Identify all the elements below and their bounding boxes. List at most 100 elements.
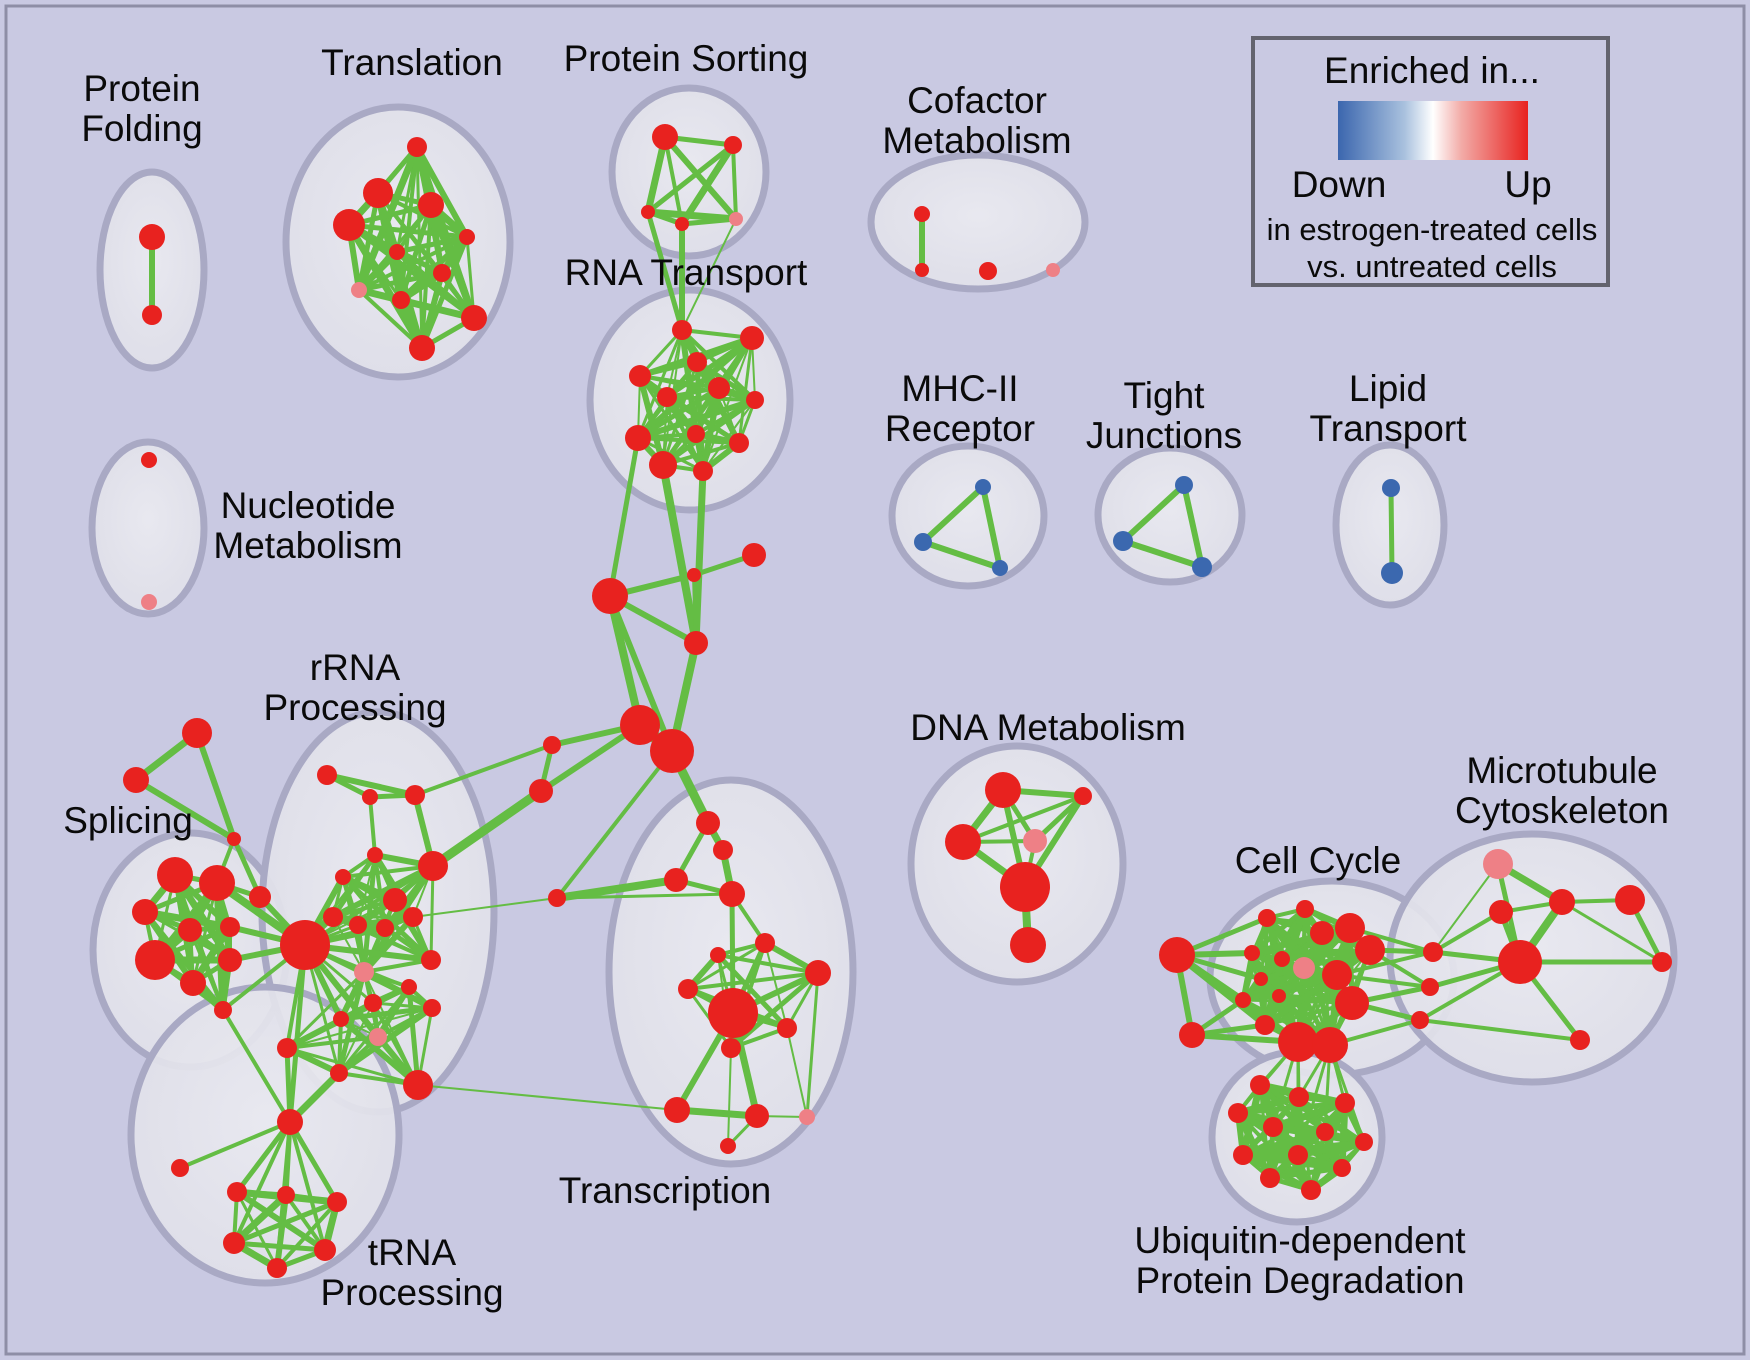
edge-ps2-ps4 — [644, 208, 740, 223]
edge-tj0-tj1 — [1120, 482, 1187, 544]
gene-set-node-mh1 — [914, 533, 932, 551]
gene-set-node-pf1 — [142, 305, 162, 325]
gene-set-node-j1 — [1421, 978, 1439, 996]
gene-set-node-cc5 — [1244, 945, 1260, 961]
gene-set-node-j0 — [1423, 942, 1443, 962]
gene-set-node-tr9 — [777, 1018, 797, 1038]
gene-set-node-n1 — [141, 594, 157, 610]
cluster-label-protein-sorting: Protein Sorting — [564, 38, 809, 79]
gene-set-node-ps0 — [652, 124, 678, 150]
cluster-label-tight-junctions-line2: Junctions — [1086, 415, 1242, 456]
gene-set-node-cc7 — [1293, 957, 1315, 979]
gene-set-node-u5 — [1316, 1123, 1334, 1141]
cluster-ellipse-tight-junctions — [1094, 444, 1246, 586]
gene-set-node-rr21 — [330, 1064, 348, 1082]
gene-set-node-sp2 — [132, 899, 158, 925]
gene-set-node-tr3 — [719, 881, 745, 907]
gene-set-node-d3 — [1023, 829, 1047, 853]
edge-sp8-tnh — [221, 1008, 292, 1124]
edge-tnh-tno — [178, 1120, 292, 1170]
edge-r11-ch3 — [692, 467, 707, 647]
gene-set-node-rr4 — [335, 869, 351, 885]
edge-rr0-rr2 — [324, 772, 418, 798]
gene-set-node-pf0 — [139, 224, 165, 250]
cluster-label-trna-processing-line1: tRNA — [368, 1232, 457, 1273]
edge-tn1-tn4 — [284, 1193, 327, 1252]
gene-set-node-rr22 — [403, 1070, 433, 1100]
legend-title: Enriched in... — [1324, 50, 1540, 91]
gene-set-node-cc_out — [1159, 937, 1195, 973]
gene-set-node-m0 — [1483, 849, 1513, 879]
gene-set-node-u1 — [1289, 1087, 1309, 1107]
gene-set-node-rr11 — [280, 920, 330, 970]
edge-tn0-tn5 — [235, 1190, 279, 1270]
gene-set-node-m1 — [1549, 889, 1575, 915]
gene-set-node-c3 — [1046, 263, 1060, 277]
edge-r5-r6 — [665, 395, 757, 402]
gene-set-node-r10 — [649, 451, 677, 479]
gene-set-node-r2 — [687, 352, 707, 372]
edge-j1-cc11 — [1335, 973, 1432, 989]
gene-set-node-r5 — [657, 387, 677, 407]
cluster-label-protein-folding-line2: Folding — [81, 108, 202, 149]
edge-cc1-cc5 — [1249, 906, 1308, 956]
edge-st0-st2 — [194, 730, 237, 842]
gene-set-node-cc10 — [1272, 989, 1286, 1003]
gene-set-node-t7 — [351, 282, 367, 298]
gene-set-node-lp0 — [1382, 479, 1400, 497]
legend-up-label: Up — [1504, 164, 1551, 205]
gene-set-node-d1 — [1074, 787, 1092, 805]
edge-lp0-lp1 — [1388, 485, 1395, 576]
gene-set-node-sp0 — [157, 857, 193, 893]
gene-set-node-r4 — [708, 377, 730, 399]
edge-rr15-rr19 — [371, 1001, 434, 1010]
gene-set-node-rr7 — [323, 907, 343, 927]
edge-tn2-tn5 — [275, 1200, 339, 1270]
gene-set-node-r3 — [629, 365, 651, 387]
edge-t4-t5 — [394, 234, 470, 255]
gene-set-node-tr11 — [664, 1097, 690, 1123]
gene-set-node-rr5 — [418, 851, 448, 881]
edge-ps1-ps3 — [678, 141, 737, 228]
gene-set-node-t0 — [407, 137, 427, 157]
gene-set-node-ps1 — [724, 136, 742, 154]
legend: Enriched in... Down Up in estrogen-treat… — [1251, 36, 1610, 287]
legend-box — [1251, 36, 1610, 287]
gene-set-node-tn4 — [314, 1239, 336, 1261]
edge-tnh-tn0 — [234, 1119, 293, 1195]
edge-tnh-tn2 — [287, 1119, 340, 1205]
gene-set-node-tr2 — [664, 868, 688, 892]
gene-set-node-t1 — [363, 178, 393, 208]
gene-set-node-c1 — [915, 263, 929, 277]
edge-tr9-tr13 — [786, 1027, 808, 1118]
gene-set-node-rr3 — [367, 847, 383, 863]
cluster-label-nucleotide-metabolism-line2: Metabolism — [213, 525, 402, 566]
edge-ps1-ps4 — [731, 143, 738, 221]
gene-set-node-ps4 — [729, 212, 743, 226]
cluster-label-mhc-ii-receptor-line2: Receptor — [885, 408, 1035, 449]
gene-set-node-hub2 — [650, 729, 694, 773]
gene-set-node-tr4 — [755, 933, 775, 953]
gene-set-node-mh0 — [975, 479, 991, 495]
gene-set-node-st1 — [123, 767, 149, 793]
cluster-label-rrna-processing-line1: rRNA — [310, 647, 401, 688]
edge-tj0-tj2 — [1181, 482, 1205, 570]
edge-mh0-mh1 — [920, 484, 986, 545]
gene-set-node-cc14 — [1179, 1022, 1205, 1048]
gene-set-node-rr24 — [529, 779, 553, 803]
edge-t3-t4 — [346, 222, 470, 240]
gene-set-node-ch3 — [684, 631, 708, 655]
cluster-ellipse-protein-sorting — [608, 84, 770, 260]
gene-set-node-sp5 — [135, 940, 175, 980]
gene-set-node-t6 — [433, 264, 451, 282]
edge-tr5-tr9 — [715, 952, 790, 1031]
edge-r6-r10 — [660, 397, 758, 468]
edge-rr7-rr16 — [332, 916, 365, 973]
gene-set-node-lp1 — [1381, 562, 1403, 584]
gene-set-node-m3 — [1498, 940, 1542, 984]
cluster-label-lipid-transport-line1: Lipid — [1349, 368, 1427, 409]
edge-tn2-tn3 — [231, 1199, 340, 1246]
gene-set-node-cc15 — [1278, 1022, 1318, 1062]
gene-set-node-c2 — [979, 262, 997, 280]
edge-ps1-ps2 — [645, 142, 736, 215]
